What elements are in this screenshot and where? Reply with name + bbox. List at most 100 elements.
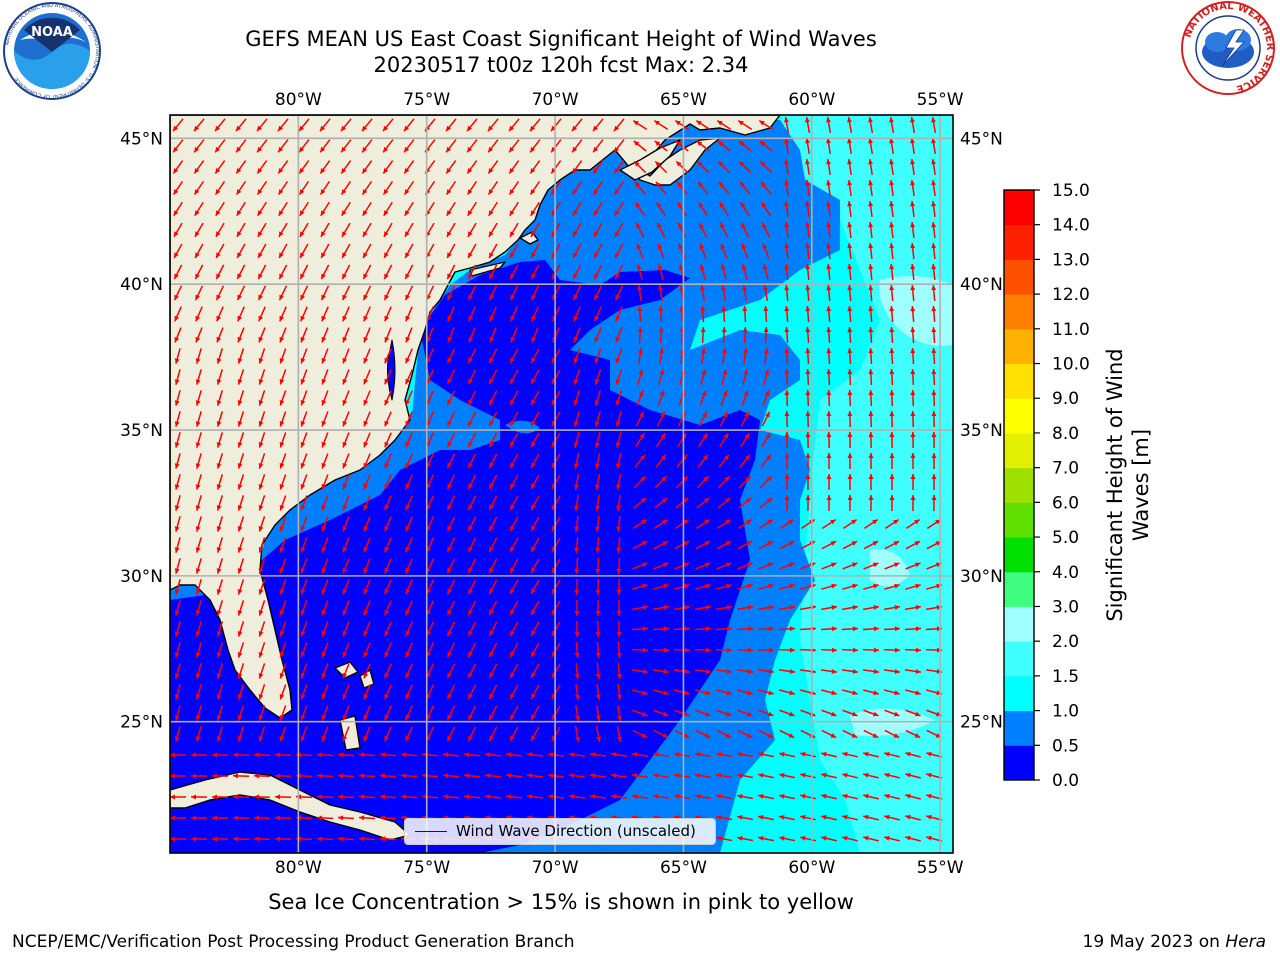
wave-arrow-head bbox=[931, 369, 937, 375]
wave-arrow-head bbox=[633, 120, 639, 126]
wave-arrow-head bbox=[531, 315, 537, 322]
wave-arrow-head bbox=[851, 733, 858, 738]
wave-arrow-head bbox=[632, 773, 638, 778]
wave-arrow-head bbox=[702, 454, 708, 461]
wave-arrow-head bbox=[637, 348, 643, 354]
wave-arrow-head bbox=[531, 630, 536, 636]
wave-arrow-head bbox=[868, 222, 874, 228]
wave-arrow-head bbox=[684, 668, 690, 674]
wave-arrow-head bbox=[363, 462, 369, 469]
lat-label-left: 25°N bbox=[120, 713, 163, 733]
wave-arrow-head bbox=[320, 210, 326, 216]
wave-arrow-head bbox=[237, 673, 243, 679]
wave-arrow-head bbox=[593, 167, 599, 174]
wave-arrow-head bbox=[363, 672, 369, 679]
wave-arrow-head bbox=[705, 626, 711, 632]
wave-arrow-head bbox=[237, 694, 243, 700]
wave-arrow-head bbox=[447, 336, 453, 343]
wave-arrow-head bbox=[319, 125, 326, 132]
wave-arrow-head bbox=[847, 285, 853, 291]
wave-arrow-head bbox=[384, 273, 389, 280]
wave-arrow-head bbox=[468, 567, 473, 574]
lat-label-right: 35°N bbox=[960, 421, 1003, 441]
wave-arrow-head bbox=[905, 772, 911, 778]
lon-label-bottom: 60°W bbox=[788, 858, 835, 878]
colorbar-swatch bbox=[1004, 259, 1034, 295]
wave-arrow-head bbox=[279, 336, 285, 343]
wave-arrow-head bbox=[830, 711, 837, 717]
wave-arrow-head bbox=[489, 462, 494, 469]
wave-arrow-head bbox=[889, 159, 895, 165]
wave-arrow-head bbox=[342, 378, 348, 385]
wave-arrow-head bbox=[530, 210, 536, 216]
wave-arrow-head bbox=[257, 146, 263, 153]
wave-arrow-head bbox=[529, 125, 536, 132]
wave-arrow-head bbox=[697, 181, 704, 188]
wave-arrow-head bbox=[910, 474, 916, 480]
wave-arrow-head bbox=[383, 146, 389, 153]
wave-arrow-head bbox=[931, 453, 937, 459]
wave-arrow-head bbox=[826, 390, 832, 396]
wave-arrow-head bbox=[257, 231, 263, 237]
wave-arrow-head bbox=[640, 476, 646, 482]
wave-arrow-head bbox=[766, 476, 772, 482]
wave-arrow-head bbox=[915, 605, 921, 610]
colorbar-tick-label: 8.0 bbox=[1052, 424, 1079, 444]
wave-arrow-head bbox=[489, 567, 494, 574]
wave-arrow-head bbox=[910, 411, 916, 417]
map-frame bbox=[169, 114, 954, 854]
wave-arrow-head bbox=[468, 651, 473, 658]
wave-arrow-head bbox=[761, 202, 767, 208]
wave-arrow-head bbox=[889, 201, 895, 207]
wave-arrow-head bbox=[914, 519, 920, 525]
wave-arrow-head bbox=[254, 815, 260, 821]
wave-arrow-head bbox=[931, 159, 937, 165]
wave-arrow-head bbox=[278, 146, 284, 153]
wave-arrow-head bbox=[342, 651, 348, 658]
wave-arrow-head bbox=[889, 243, 895, 249]
wave-arrow-head bbox=[405, 630, 411, 637]
wave-arrow-head bbox=[852, 690, 858, 696]
wave-arrow-head bbox=[510, 420, 515, 427]
wave-arrow-head bbox=[768, 626, 774, 632]
wave-arrow-head bbox=[510, 252, 515, 259]
wave-arrow-head bbox=[342, 399, 348, 406]
colorbar-tick-label: 4.0 bbox=[1052, 563, 1079, 583]
wave-arrow-head bbox=[717, 140, 724, 147]
wave-arrow-head bbox=[595, 652, 601, 658]
map-area bbox=[170, 115, 953, 853]
wave-arrow-head bbox=[868, 348, 874, 354]
wave-arrow-head bbox=[446, 231, 452, 237]
wave-arrow-head bbox=[831, 668, 837, 674]
wave-arrow-head bbox=[405, 504, 411, 511]
wave-arrow-head bbox=[531, 609, 536, 615]
wave-arrow-head bbox=[489, 420, 494, 427]
wave-arrow-head bbox=[747, 605, 753, 610]
wave-arrow-head bbox=[405, 672, 411, 679]
map-legend: Wind Wave Direction (unscaled) bbox=[404, 818, 716, 845]
wave-arrow-head bbox=[763, 348, 769, 354]
wave-arrow-head bbox=[527, 752, 533, 758]
wave-arrow-head bbox=[889, 369, 895, 375]
wave-arrow-head bbox=[531, 336, 537, 343]
wave-arrow-head bbox=[278, 210, 284, 216]
wave-arrow-head bbox=[361, 125, 368, 132]
wave-arrow-head bbox=[573, 294, 578, 301]
wave-arrow-head bbox=[279, 463, 285, 469]
wave-arrow-head bbox=[405, 273, 410, 280]
wave-arrow-head bbox=[195, 252, 200, 259]
wave-arrow-head bbox=[300, 441, 306, 448]
wave-arrow-head bbox=[615, 421, 621, 427]
wave-arrow-head bbox=[321, 420, 327, 427]
wave-arrow-head bbox=[868, 411, 874, 417]
wave-arrow-head bbox=[863, 772, 869, 778]
wave-arrow-head bbox=[936, 668, 942, 674]
wave-arrow-head bbox=[784, 180, 790, 186]
wave-arrow-head bbox=[340, 125, 347, 132]
wave-arrow-head bbox=[487, 125, 494, 132]
wave-arrow-head bbox=[703, 497, 710, 504]
wave-arrow-head bbox=[216, 736, 222, 742]
wave-arrow-head bbox=[342, 441, 348, 448]
wave-arrow-head bbox=[170, 752, 176, 758]
wave-arrow-head bbox=[405, 546, 411, 553]
